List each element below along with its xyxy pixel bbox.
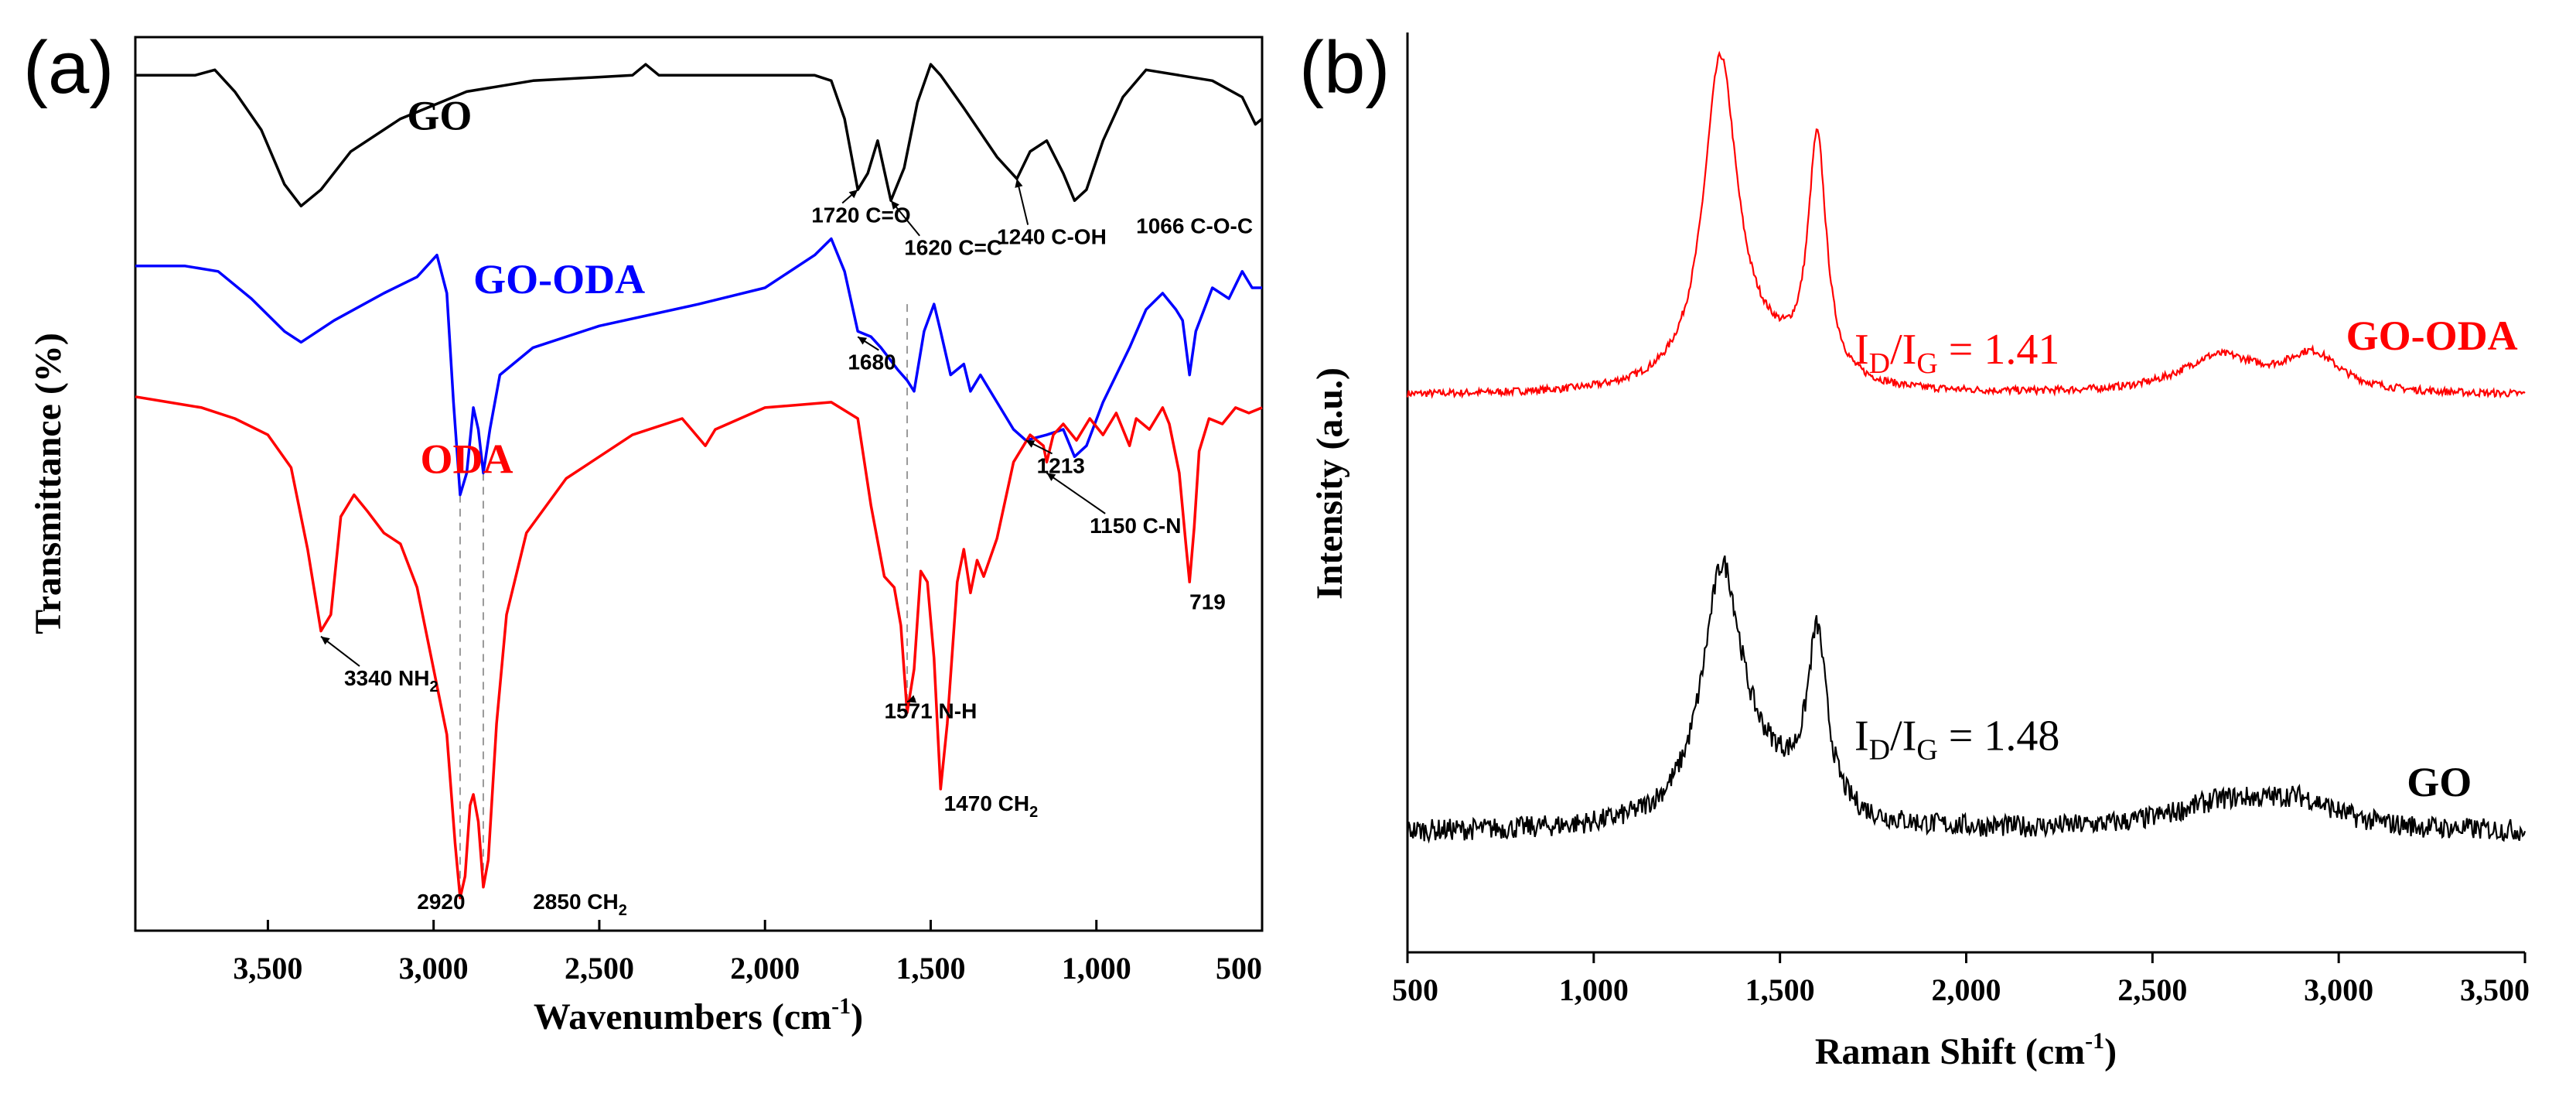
ratio-label-1: ID/IG = 1.48: [1854, 712, 2059, 766]
series-line-go-oda: [135, 237, 1262, 497]
annotation-arrowhead-1150-c-n: [1046, 473, 1056, 481]
panel-b-series-labels: GO-ODA GO: [2346, 313, 2518, 805]
peak-label-1620-c-c: 1620 C=C: [904, 236, 1002, 260]
peak-label-3340-nh: 3340 NH2: [344, 666, 438, 695]
panel-b-letter: (b): [1299, 26, 1390, 109]
raman-series-go: [1406, 555, 2527, 844]
peak-label-1150-c-n: 1150 C-N: [1090, 514, 1181, 538]
series-label-go: GO: [407, 93, 472, 139]
peak-label-1470-ch: 1470 CH2: [944, 791, 1039, 821]
panel-b-ratio-labels: ID/IG = 1.41 ID/IG = 1.48: [1854, 326, 2059, 766]
raman-x-tick-label-1500: 1,500: [1745, 972, 1815, 1007]
annotation-arrowhead-3340-nh: [320, 636, 330, 645]
annotation-arrowhead-1213: [1025, 440, 1036, 448]
panel-a-y-axis-label: Transmittance (%): [28, 333, 69, 634]
peak-label-2850-ch: 2850 CH2: [533, 890, 627, 919]
series-label-oda: ODA: [421, 436, 513, 482]
x-tick-label-2500: 2,500: [565, 951, 634, 986]
raman-series-go-oda: [1406, 50, 2526, 399]
x-tick-label-3500: 3,500: [233, 951, 302, 986]
peak-label-1571-n-h: 1571 N-H: [884, 699, 977, 723]
x-tick-label-3000: 3,000: [399, 951, 469, 986]
series-line-go: [135, 63, 1264, 208]
x-tick-label-1500: 1,500: [896, 951, 965, 986]
raman-x-tick-label-500: 500: [1392, 972, 1438, 1007]
panel-b-raman-chart: (b) 500 1,000 1,500 2,000 2,500 3,000 3,500 GO…: [1299, 26, 2530, 1072]
panel-a-series: [135, 63, 1264, 900]
series-line-oda: [135, 395, 1263, 900]
annotation-arrowhead-1680: [858, 337, 868, 345]
annotation-arrowhead-1620-c-c: [891, 200, 899, 210]
panel-b-series: [1406, 50, 2527, 844]
annotation-arrow-1150-c-n: [1046, 472, 1106, 514]
annotation-arrowhead-1240-c-oh: [1015, 179, 1023, 188]
raman-x-tick-label-3000: 3,000: [2304, 972, 2373, 1007]
raman-x-tick-label-3500: 3,500: [2460, 972, 2530, 1007]
raman-x-tick-label-2500: 2,500: [2117, 972, 2187, 1007]
x-tick-label-500: 500: [1216, 951, 1262, 986]
series-label-go-oda: GO-ODA: [473, 256, 645, 302]
peak-label-1213: 1213: [1037, 453, 1085, 477]
peak-label-2920: 2920: [417, 890, 465, 914]
panel-b-y-axis-label: Intensity (a.u.): [1309, 367, 1350, 600]
raman-label-go-oda: GO-ODA: [2346, 313, 2518, 359]
raman-label-go: GO: [2407, 759, 2472, 805]
annotation-arrowhead-1720-c-o: [848, 190, 858, 199]
x-tick-label-1000: 1,000: [1062, 951, 1131, 986]
peak-label-1066-c-o-c: 1066 C-O-C: [1136, 214, 1253, 238]
raman-x-tick-label-1000: 1,000: [1559, 972, 1629, 1007]
peak-label-1240-c-oh: 1240 C-OH: [997, 225, 1107, 249]
raman-x-tick-label-2000: 2,000: [1932, 972, 2001, 1007]
panel-a-plot-frame: [134, 36, 1264, 932]
x-tick-label-2000: 2,000: [730, 951, 800, 986]
panel-a-x-axis-label: Wavenumbers (cm-1): [534, 993, 863, 1037]
peak-label-719: 719: [1189, 590, 1226, 613]
panel-a-ftir-chart: (a) 3,500 3,000 2,500 2,000 1,500 1,000 500 GO…: [23, 26, 1264, 1037]
panel-a-series-labels: GO GO-ODA ODA: [407, 93, 645, 483]
panel-b-x-axis-label: Raman Shift (cm-1): [1815, 1028, 2117, 1072]
annotation-arrowhead-1571-n-h: [907, 695, 916, 703]
panel-a-x-ticks: 3,500 3,000 2,500 2,000 1,500 1,000 500: [233, 920, 1264, 986]
panel-a-letter: (a): [23, 26, 114, 109]
panel-a-guide-lines: [459, 304, 909, 893]
peak-label-1680: 1680: [848, 350, 896, 374]
ratio-label-0: ID/IG = 1.41: [1854, 326, 2059, 380]
panel-b-x-ticks: 500 1,000 1,500 2,000 2,500 3,000 3,500: [1392, 952, 2530, 1007]
